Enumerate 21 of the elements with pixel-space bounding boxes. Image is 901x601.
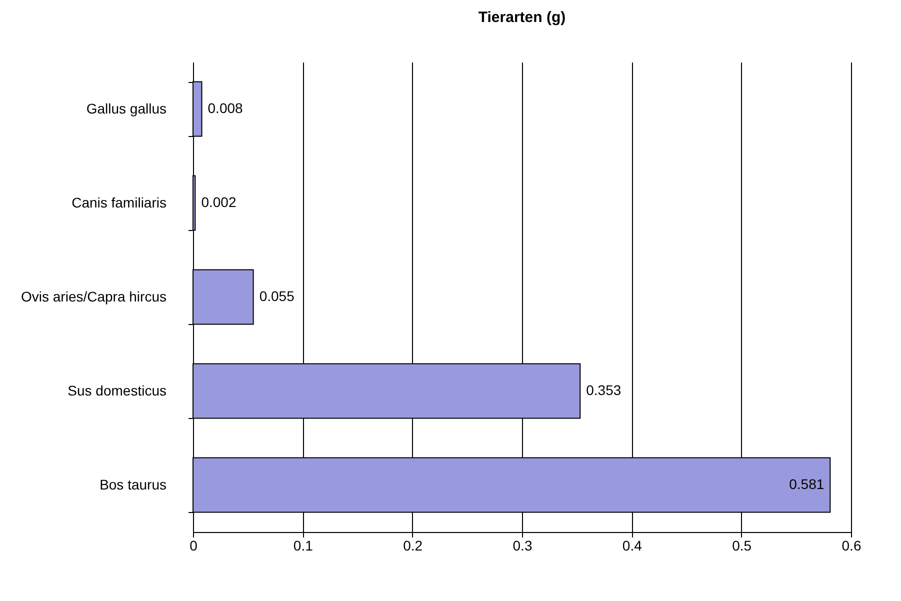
y-tick-label: Bos taurus bbox=[100, 476, 166, 492]
x-tick-label: 0.1 bbox=[293, 538, 314, 554]
data-label: 0.581 bbox=[789, 476, 824, 492]
data-label: 0.002 bbox=[201, 194, 236, 210]
data-label: 0.055 bbox=[259, 288, 295, 304]
x-tick-label: 0.3 bbox=[512, 538, 532, 554]
y-tick-label: Gallus gallus bbox=[86, 100, 166, 116]
x-tick-label: 0.6 bbox=[842, 538, 862, 554]
bar bbox=[192, 269, 254, 325]
bar bbox=[192, 175, 196, 231]
x-tick-label: 0.4 bbox=[622, 538, 642, 554]
x-tick-label: 0 bbox=[190, 538, 198, 554]
bar bbox=[192, 81, 202, 137]
y-tick-label: Sus domesticus bbox=[68, 382, 166, 398]
y-tick-label: Canis familiaris bbox=[72, 194, 166, 210]
chart-title: Tierarten (g) bbox=[478, 9, 566, 26]
data-label: 0.353 bbox=[586, 382, 622, 398]
x-tick-label: 0.2 bbox=[403, 538, 423, 554]
y-tick-label: Ovis aries/Capra hircus bbox=[21, 288, 166, 304]
data-label: 0.008 bbox=[208, 100, 244, 116]
x-tick-label: 0.5 bbox=[732, 538, 752, 554]
